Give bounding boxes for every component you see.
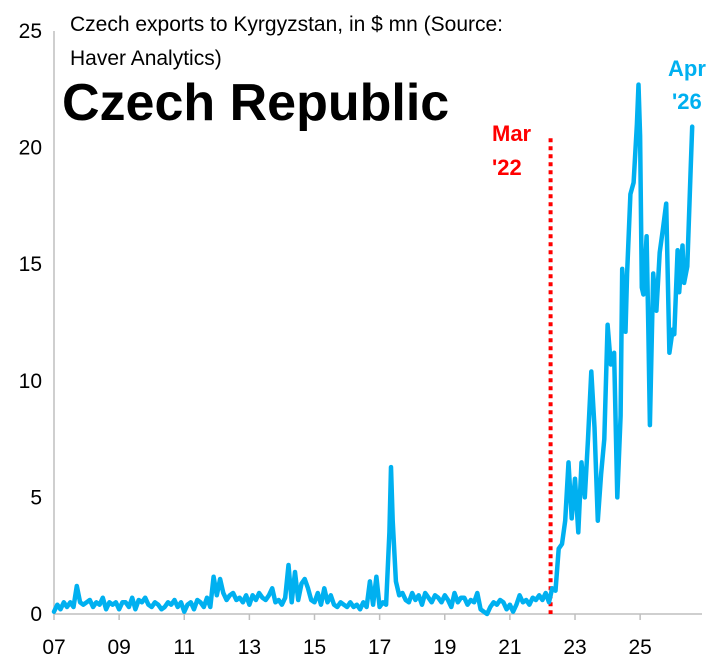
x-tick-label: 17 bbox=[368, 636, 391, 659]
y-tick-label: 5 bbox=[30, 486, 42, 509]
y-tick-label: 25 bbox=[19, 20, 42, 43]
x-tick-label: 07 bbox=[42, 636, 65, 659]
y-tick-label: 20 bbox=[19, 137, 42, 160]
apr-26-label-line-2: '26 bbox=[672, 89, 702, 114]
mar-22-label-line-2: '22 bbox=[492, 155, 522, 180]
chart-title: Czech Republic bbox=[62, 74, 449, 132]
y-tick-label: 10 bbox=[19, 370, 42, 393]
chart-subtitle-line-2: Haver Analytics) bbox=[70, 47, 222, 70]
series-line bbox=[51, 82, 695, 617]
x-tick-label: 09 bbox=[107, 636, 130, 659]
x-tick-label: 23 bbox=[563, 636, 586, 659]
y-ticks: 0 5 10 15 20 25 bbox=[19, 20, 42, 626]
y-tick-label: 15 bbox=[19, 253, 42, 276]
chart-subtitle-line-1: Czech exports to Kyrgyzstan, in $ mn (So… bbox=[70, 13, 503, 36]
x-tick-label: 19 bbox=[433, 636, 456, 659]
mar-22-label-line-1: Mar bbox=[492, 121, 532, 146]
x-tick-label: 11 bbox=[173, 636, 195, 659]
x-tick-label: 21 bbox=[498, 636, 521, 659]
apr-26-label-line-1: Apr bbox=[668, 56, 706, 81]
x-tick-label: 15 bbox=[303, 636, 326, 659]
x-ticks: 07 09 11 13 15 17 19 21 23 25 bbox=[42, 614, 652, 659]
x-tick-label: 25 bbox=[628, 636, 651, 659]
y-tick-label: 0 bbox=[30, 603, 42, 626]
x-tick-label: 13 bbox=[238, 636, 261, 659]
